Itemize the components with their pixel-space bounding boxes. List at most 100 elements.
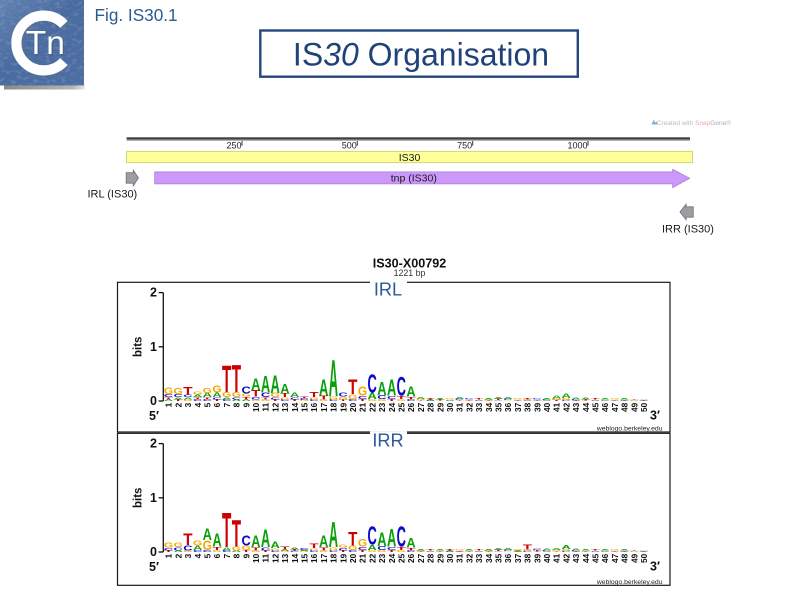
svg-text:G: G	[435, 400, 445, 401]
svg-text:T: T	[416, 551, 426, 552]
svg-text:46: 46	[600, 553, 610, 563]
svg-text:12: 12	[270, 402, 280, 412]
svg-text:49: 49	[629, 402, 639, 412]
svg-text:A: A	[406, 535, 416, 550]
svg-text:T: T	[406, 547, 416, 551]
svg-text:C: C	[445, 551, 455, 552]
svg-text:Fig. IS30.1: Fig. IS30.1	[95, 5, 178, 25]
svg-text:T: T	[271, 399, 281, 402]
svg-text:A: A	[484, 549, 494, 551]
svg-text:C: C	[338, 547, 347, 551]
svg-text:G: G	[523, 549, 533, 552]
svg-text:T: T	[290, 399, 300, 402]
svg-text:C: C	[387, 546, 396, 551]
svg-text:35: 35	[494, 553, 504, 563]
svg-text:T: T	[348, 374, 358, 398]
svg-text:T: T	[232, 357, 241, 401]
svg-text:31: 31	[455, 553, 465, 563]
svg-text:T: T	[397, 395, 406, 400]
svg-text:G: G	[435, 551, 445, 552]
svg-text:C: C	[532, 548, 542, 550]
svg-text:T: T	[571, 551, 581, 552]
svg-text:3′: 3′	[650, 409, 660, 423]
svg-text:G: G	[222, 391, 232, 399]
svg-text:G: G	[562, 397, 572, 400]
svg-text:3: 3	[183, 553, 193, 558]
svg-text:C: C	[397, 521, 406, 553]
svg-text:T: T	[474, 398, 484, 400]
svg-text:G: G	[368, 398, 378, 401]
svg-text:14: 14	[290, 553, 300, 563]
svg-text:A: A	[600, 549, 610, 551]
svg-text:6: 6	[212, 402, 222, 407]
svg-text:IRL: IRL	[374, 280, 402, 300]
svg-text:T: T	[435, 399, 445, 401]
svg-text:A: A	[513, 399, 523, 400]
svg-text:T: T	[639, 400, 649, 401]
svg-text:14: 14	[290, 402, 300, 412]
svg-text:0: 0	[150, 545, 157, 559]
svg-text:T: T	[532, 399, 542, 400]
svg-text:11: 11	[261, 553, 271, 562]
svg-text:T: T	[338, 550, 348, 553]
svg-text:2: 2	[173, 402, 183, 407]
svg-text:T: T	[532, 550, 542, 552]
svg-text:C: C	[300, 548, 310, 550]
svg-text:G: G	[377, 398, 387, 401]
svg-text:T: T	[581, 399, 591, 401]
svg-text:A: A	[377, 380, 386, 400]
svg-text:C: C	[600, 399, 610, 400]
svg-text:2: 2	[150, 286, 157, 300]
svg-text:A: A	[377, 528, 386, 550]
svg-text:G: G	[416, 399, 426, 401]
svg-text:T: T	[484, 400, 494, 401]
svg-text:T: T	[494, 399, 504, 401]
svg-text:50: 50	[639, 402, 649, 412]
svg-text:A: A	[329, 349, 338, 407]
svg-text:C: C	[203, 399, 213, 401]
svg-text:C: C	[232, 397, 242, 400]
svg-text:T: T	[183, 385, 192, 397]
svg-text:A: A	[532, 400, 542, 401]
svg-text:A: A	[542, 398, 552, 400]
svg-text:A: A	[212, 530, 222, 551]
svg-text:A: A	[455, 397, 465, 400]
svg-text:A: A	[261, 526, 270, 554]
svg-text:C: C	[455, 550, 465, 551]
svg-text:T: T	[581, 550, 591, 551]
svg-text:13: 13	[280, 402, 290, 412]
svg-text:21: 21	[358, 402, 368, 412]
svg-text:G: G	[309, 548, 319, 551]
svg-text:39: 39	[532, 402, 542, 412]
svg-text:37: 37	[513, 553, 523, 563]
svg-text:A: A	[639, 550, 649, 551]
svg-text:3′: 3′	[650, 560, 660, 574]
svg-text:20: 20	[348, 553, 358, 563]
svg-text:C: C	[300, 398, 310, 400]
svg-text:15: 15	[300, 402, 310, 412]
svg-text:9: 9	[241, 553, 251, 558]
svg-text:A: A	[591, 550, 601, 551]
svg-text:33: 33	[474, 402, 484, 412]
svg-text:C: C	[348, 549, 358, 552]
svg-text:bits: bits	[133, 488, 145, 508]
svg-text:A: A	[174, 397, 184, 400]
svg-text:5: 5	[203, 553, 213, 558]
svg-text:T: T	[620, 400, 630, 401]
svg-text:18: 18	[329, 553, 339, 563]
svg-text:A: A	[368, 391, 377, 401]
svg-text:G: G	[503, 551, 513, 552]
svg-text:41: 41	[552, 553, 562, 563]
svg-text:G: G	[338, 396, 347, 400]
svg-text:46: 46	[600, 402, 610, 412]
svg-text:C: C	[338, 392, 347, 398]
svg-text:G: G	[610, 398, 620, 400]
svg-text:T: T	[164, 550, 174, 553]
svg-text:C: C	[455, 399, 465, 401]
svg-text:28: 28	[426, 553, 436, 563]
svg-text:G: G	[193, 390, 202, 395]
svg-text:T: T	[387, 550, 397, 553]
svg-text:C: C	[620, 551, 630, 552]
svg-text:C: C	[164, 394, 173, 399]
svg-text:G: G	[329, 395, 338, 400]
